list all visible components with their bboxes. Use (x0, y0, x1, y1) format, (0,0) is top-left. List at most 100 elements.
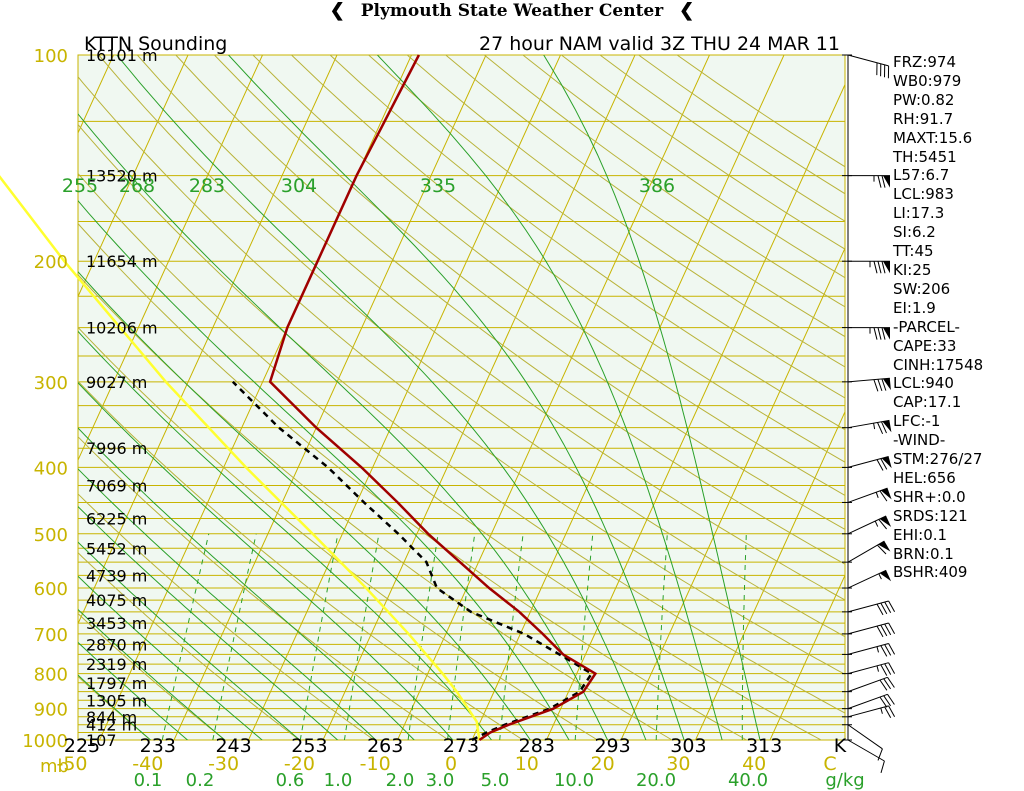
celsius-tick-label: 10 (515, 753, 539, 775)
moist-adiabat-line (78, 382, 454, 740)
index-item: LCL:940 (893, 374, 954, 393)
wind-barb-flag (873, 261, 878, 274)
height-label: 7996 m (86, 439, 147, 458)
parcel-line (0, 175, 481, 741)
wind-barb (842, 600, 896, 616)
dry-adiabat-line (78, 172, 823, 740)
isotherm-line (78, 55, 264, 462)
index-item: LCL:983 (893, 185, 954, 204)
moist-adiabat-line (116, 55, 647, 740)
wind-barb-half-flag (878, 573, 882, 580)
height-label: 9027 m (86, 373, 147, 392)
theta-e-label: 335 (420, 175, 456, 197)
wind-barb-flag (888, 662, 896, 674)
dry-adiabat-line (78, 552, 301, 740)
wind-barb-flag (880, 602, 888, 615)
wind-barb (842, 643, 896, 657)
height-label: 4075 m (86, 591, 147, 610)
celsius-tick-label: -20 (284, 753, 315, 775)
mixing-ratio-line (299, 533, 339, 740)
flag-icon-right: ❮ (679, 0, 695, 21)
wind-barb-flag (887, 694, 895, 705)
kelvin-tick-label: 273 (443, 735, 479, 757)
wind-barb-staff (847, 643, 889, 655)
dry-adiabat-line (78, 380, 524, 740)
wind-barb-flag (877, 422, 884, 435)
wind-barb-flag (877, 327, 882, 340)
isotherm-line (247, 55, 562, 740)
index-item: BSHR:409 (893, 563, 968, 582)
dry-adiabat-line (252, 55, 845, 496)
index-item: CINH:17548 (893, 355, 984, 374)
wind-barb-flag (888, 622, 896, 635)
wind-barb-flag (888, 600, 896, 613)
index-item: CAPE:33 (893, 336, 957, 355)
isotherm-line (322, 55, 636, 740)
wind-barb (842, 54, 890, 79)
kelvin-tick-label: 293 (594, 735, 630, 757)
wind-barb (842, 175, 891, 188)
moist-adiabat-line (543, 55, 761, 740)
height-label: 16101 m (86, 46, 158, 65)
wind-barb-pennant (880, 488, 892, 500)
wind-barb-half-flag (873, 423, 876, 430)
theta-e-label: 255 (62, 175, 98, 197)
index-item: STM:276/27 (893, 450, 983, 469)
dry-adiabat-line (78, 493, 375, 740)
wind-barb (842, 260, 891, 274)
wind-barb-half-flag (875, 492, 879, 498)
kelvin-tick-label: 303 (670, 735, 706, 757)
height-label: 844 m (86, 708, 137, 727)
chart-station-title: KTTN Sounding (84, 33, 227, 55)
wind-barb-flag (877, 175, 882, 188)
wind-barb-flag (876, 625, 884, 638)
height-label: 4739 m (86, 566, 147, 585)
mixing-ratio-label: 2.0 (386, 770, 415, 791)
temperature-line (268, 54, 598, 742)
mixing-ratio-label: 5.0 (481, 770, 510, 791)
dry-adiabat-line (78, 612, 226, 740)
dewpoint-line (231, 380, 594, 742)
wind-barb-flag (883, 678, 892, 690)
wind-barb-staff (847, 705, 889, 718)
index-item: BRN:0.1 (893, 544, 954, 563)
height-label: 2870 m (86, 635, 147, 654)
wind-barb-staff (847, 693, 888, 710)
height-label: 3453 m (86, 614, 147, 633)
dry-adiabat-line (78, 274, 673, 740)
index-item: SI:6.2 (893, 223, 936, 242)
wind-barb-half-flag (880, 707, 883, 714)
index-item: KI:25 (893, 260, 932, 279)
wind-barb-staff (847, 487, 888, 503)
wind-barb-flag (877, 379, 883, 392)
wind-barb-half-flag (876, 665, 879, 672)
header-title: Plymouth State Weather Center (360, 1, 664, 21)
index-item: WB0:979 (893, 71, 962, 90)
index-item: TT:45 (893, 242, 934, 261)
mixing-ratio-label: 1.0 (324, 770, 353, 791)
wind-barb-staff (847, 515, 887, 535)
isotherm-line (78, 55, 189, 298)
theta-e-label: 304 (281, 175, 317, 197)
wind-barb (842, 662, 896, 676)
index-item: PW:0.82 (893, 90, 955, 109)
wind-barb-flag (873, 379, 879, 392)
wind-barb-flag (884, 623, 892, 636)
moist-adiabat-line (377, 55, 723, 740)
wind-barb-pennant (879, 516, 892, 527)
dry-adiabat-line (406, 55, 845, 368)
wind-barb-flag (877, 261, 882, 274)
kelvin-tick-label: 313 (746, 735, 782, 757)
moist-adiabat-line (78, 505, 339, 740)
wind-barb-flag (881, 421, 887, 434)
wind-barb-flag (888, 705, 896, 718)
celsius-tick-label: 40 (742, 753, 766, 775)
height-label: 1305 m (86, 691, 147, 710)
mixing-ratio-line (655, 533, 668, 740)
wind-barb-flag (877, 748, 883, 761)
moist-adiabat-line (78, 199, 570, 740)
wind-barb-flag (880, 645, 888, 657)
index-item: SW:206 (893, 279, 951, 298)
pressure-label: 300 (34, 373, 68, 394)
wind-barb-flag (883, 695, 892, 707)
